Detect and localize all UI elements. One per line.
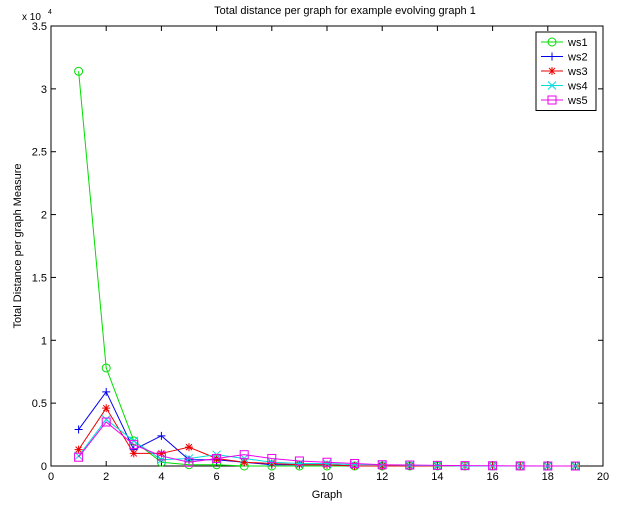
data-point-ws5 xyxy=(129,440,139,450)
legend-entry-ws3: ws3 xyxy=(541,66,588,78)
y-axis-ticks: 0 0.5 1 1.5 2 2.5 3 3.5 xyxy=(32,21,603,473)
data-point-ws5 xyxy=(432,460,442,470)
data-point-ws5 xyxy=(322,457,332,467)
data-point-ws3 xyxy=(157,449,166,458)
data-point-ws5 xyxy=(570,461,580,471)
legend-label: ws5 xyxy=(567,95,588,107)
data-point-ws5 xyxy=(543,461,553,471)
y-tick-label: 2.5 xyxy=(32,147,47,159)
data-point-ws5 xyxy=(460,461,470,471)
legend-label: ws4 xyxy=(567,81,588,93)
legend-entry-ws2: ws2 xyxy=(541,52,588,64)
legend-label: ws1 xyxy=(567,37,588,49)
legend-entry-ws5: ws5 xyxy=(541,95,588,107)
y-tick-label: 2 xyxy=(41,210,47,222)
data-point-ws5 xyxy=(184,457,194,467)
data-point-ws5 xyxy=(405,460,415,470)
series-layer xyxy=(74,66,580,471)
legend-swatch-marker xyxy=(547,95,557,105)
data-point-ws2 xyxy=(74,425,83,434)
data-point-ws5 xyxy=(101,417,111,427)
legend-label: ws3 xyxy=(567,66,588,78)
data-point-ws2 xyxy=(157,431,166,440)
x-tick-label: 12 xyxy=(376,471,388,483)
legend: ws1 ws2 ws3 ws4 ws5 xyxy=(535,31,597,111)
x-tick-label: 6 xyxy=(214,471,220,483)
x-tick-label: 0 xyxy=(48,471,54,483)
data-point-ws3 xyxy=(378,462,387,470)
data-point-ws1 xyxy=(156,457,166,467)
chart-title: Total distance per graph for example evo… xyxy=(214,5,476,17)
x-tick-label: 4 xyxy=(158,471,164,483)
data-point-ws1 xyxy=(101,363,111,373)
data-point-ws5 xyxy=(377,460,387,470)
data-point-ws4 xyxy=(101,415,111,424)
data-point-ws3 xyxy=(185,443,193,452)
legend-entry-ws4: ws4 xyxy=(541,81,588,93)
data-point-ws5 xyxy=(239,450,249,460)
data-point-ws5 xyxy=(156,451,166,461)
data-point-ws5 xyxy=(212,453,222,463)
data-point-ws5 xyxy=(350,458,360,468)
data-point-ws3 xyxy=(240,458,249,467)
x-tick-label: 16 xyxy=(486,471,498,483)
legend-swatch-marker xyxy=(548,67,556,75)
y-tick-label: 1 xyxy=(41,335,47,347)
y-axis-multiplier: x 10 4 xyxy=(22,9,52,23)
y-multiplier-base: x 10 xyxy=(22,12,41,23)
x-tick-label: 14 xyxy=(431,471,443,483)
legend-label: ws2 xyxy=(567,52,588,64)
plot-area xyxy=(50,25,604,467)
y-tick-label: 0.5 xyxy=(32,398,47,410)
data-point-ws3 xyxy=(323,460,331,469)
data-point-ws5 xyxy=(515,461,525,471)
data-point-ws3 xyxy=(267,459,276,468)
y-axis-label: Total Distance per graph Measure xyxy=(12,163,24,328)
x-axis-label: Graph xyxy=(312,489,343,501)
series-ws5 xyxy=(74,417,580,471)
x-tick-label: 18 xyxy=(542,471,554,483)
y-tick-label: 3 xyxy=(41,84,47,96)
x-tick-label: 20 xyxy=(597,471,609,483)
y-multiplier-exponent: 4 xyxy=(48,9,52,16)
data-point-ws3 xyxy=(350,462,359,470)
legend-swatch-marker xyxy=(547,81,557,90)
data-point-ws1 xyxy=(74,66,84,76)
y-tick-label: 0 xyxy=(41,461,47,473)
y-tick-label: 3.5 xyxy=(32,21,47,33)
data-point-ws3 xyxy=(102,404,111,413)
data-point-ws3 xyxy=(129,449,138,458)
series-line-ws5 xyxy=(78,421,576,467)
data-point-ws3 xyxy=(74,445,83,454)
legend-entry-ws1: ws1 xyxy=(541,37,588,49)
y-tick-label: 1.5 xyxy=(32,272,47,284)
data-point-ws2 xyxy=(102,387,111,396)
x-tick-label: 10 xyxy=(321,471,333,483)
legend-swatch-marker xyxy=(547,37,557,47)
x-tick-label: 8 xyxy=(269,471,275,483)
x-tick-label: 2 xyxy=(103,471,109,483)
data-point-ws5 xyxy=(74,452,84,462)
data-point-ws5 xyxy=(294,456,304,466)
data-point-ws5 xyxy=(267,453,277,463)
legend-swatch-marker xyxy=(548,52,556,61)
data-point-ws5 xyxy=(488,461,498,471)
